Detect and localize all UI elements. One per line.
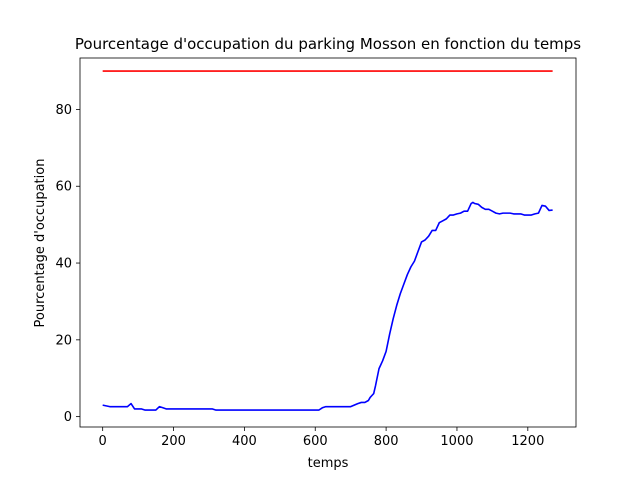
x-tick-label: 1200 xyxy=(511,434,544,449)
y-tick-label: 40 xyxy=(55,257,72,272)
x-axis-label: temps xyxy=(308,456,349,471)
chart-title: Pourcentage d'occupation du parking Moss… xyxy=(75,35,581,53)
x-tick-label: 1000 xyxy=(440,434,473,449)
x-tick-label: 800 xyxy=(374,434,399,449)
series-line-1 xyxy=(102,201,553,411)
y-axis-ticks: 0 20 40 60 80 xyxy=(55,103,80,425)
plot-area xyxy=(79,57,577,428)
x-tick-label: 600 xyxy=(303,434,328,449)
x-tick-label: 200 xyxy=(161,434,186,449)
series-layer xyxy=(102,70,553,411)
x-tick-label: 400 xyxy=(232,434,257,449)
y-axis-label: Pourcentage d'occupation xyxy=(33,159,48,328)
y-tick-label: 20 xyxy=(55,333,72,348)
y-tick-label: 60 xyxy=(55,180,72,195)
x-axis-ticks: 0 200 400 600 800 1000 1200 xyxy=(99,427,544,449)
plot-frame xyxy=(79,57,577,428)
y-tick-label: 80 xyxy=(55,103,72,118)
y-tick-label: 0 xyxy=(64,410,72,425)
x-tick-label: 0 xyxy=(99,434,107,449)
